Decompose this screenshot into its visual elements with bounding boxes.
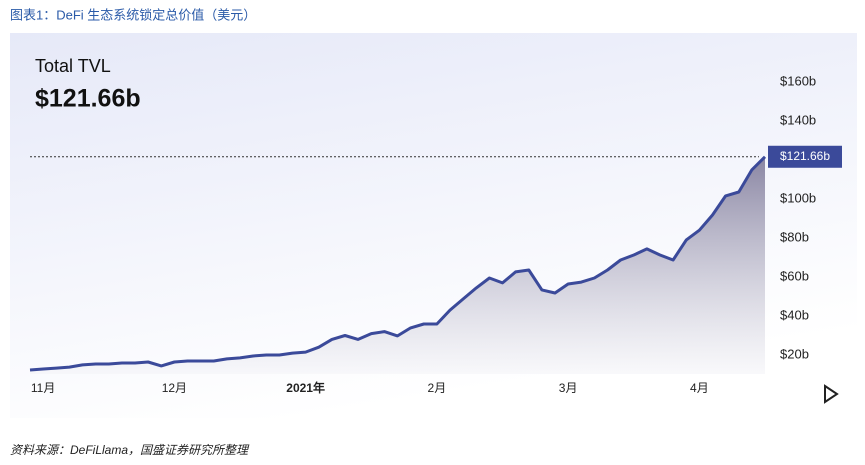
y-tick-label: $100b xyxy=(780,190,816,205)
x-tick-label: 3月 xyxy=(559,381,578,395)
figure-title: 图表1：DeFi 生态系统锁定总价值（美元） xyxy=(10,7,256,22)
x-tick-label: 4月 xyxy=(690,381,709,395)
y-tick-label: $40b xyxy=(780,307,809,322)
headline-value: $121.66b xyxy=(35,85,141,113)
value-label: $121.66b xyxy=(780,149,830,163)
x-tick-label: 2月 xyxy=(428,381,447,395)
value-label-box xyxy=(768,145,842,168)
x-tick-label: 2021年 xyxy=(286,380,325,395)
source-note: 资料来源：DeFiLlama，国盛证券研究所整理 xyxy=(10,443,250,457)
y-tick-label: $60b xyxy=(780,268,809,283)
y-tick-label: $140b xyxy=(780,112,816,127)
x-tick-label: 11月 xyxy=(31,381,55,395)
area-fill xyxy=(30,156,765,374)
play-icon[interactable] xyxy=(824,384,839,404)
y-tick-label: $80b xyxy=(780,229,809,244)
headline-label: Total TVL xyxy=(35,56,111,76)
y-tick-label: $20b xyxy=(780,346,809,361)
line xyxy=(29,155,767,372)
x-tick-label: 12月 xyxy=(162,381,187,395)
y-tick-label: $160b xyxy=(780,73,816,88)
